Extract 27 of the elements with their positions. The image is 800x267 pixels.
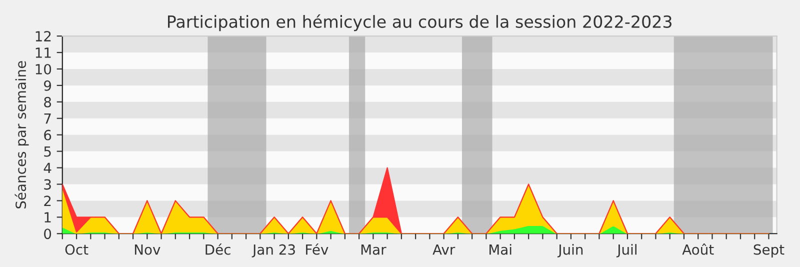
y-tick-label: 4	[44, 162, 52, 174]
x-tick-label: Juin	[557, 244, 583, 258]
y-tick-label: 3	[44, 179, 51, 190]
y-tick-label: 10	[36, 64, 52, 74]
x-tick-label: Avr	[432, 244, 456, 255]
x-tick-label: Mar	[361, 244, 386, 255]
y-tick-label: 6	[44, 130, 52, 140]
x-tick-label: Sept	[754, 244, 784, 258]
x-tick-label: Mai	[490, 244, 512, 255]
x-tick-label: Août	[682, 243, 714, 255]
y-tick-label: 7	[44, 114, 51, 124]
x-tick-label: Nov	[134, 244, 160, 255]
y-tick-label: 11	[36, 48, 51, 58]
y-tick-label: 1	[44, 212, 51, 222]
chart-title: Participation en hémicycle au cours de la session 2022-2023	[168, 14, 672, 32]
y-tick-label: 9	[44, 80, 52, 91]
y-axis-title: Séances par semaine	[14, 61, 29, 208]
x-tick-label: Déc	[206, 243, 230, 255]
x-tick-label: Juil	[616, 244, 636, 258]
x-tick-label: Fév	[306, 243, 328, 255]
y-tick-label: 5	[44, 146, 51, 157]
x-tick-label: Oct	[65, 244, 88, 255]
y-tick-label: 8	[44, 96, 52, 108]
y-tick-label: 2	[44, 196, 51, 206]
x-tick-label: Jan 23	[252, 244, 295, 258]
y-tick-label: 0	[44, 228, 52, 240]
y-tick-label: 12	[36, 31, 51, 42]
